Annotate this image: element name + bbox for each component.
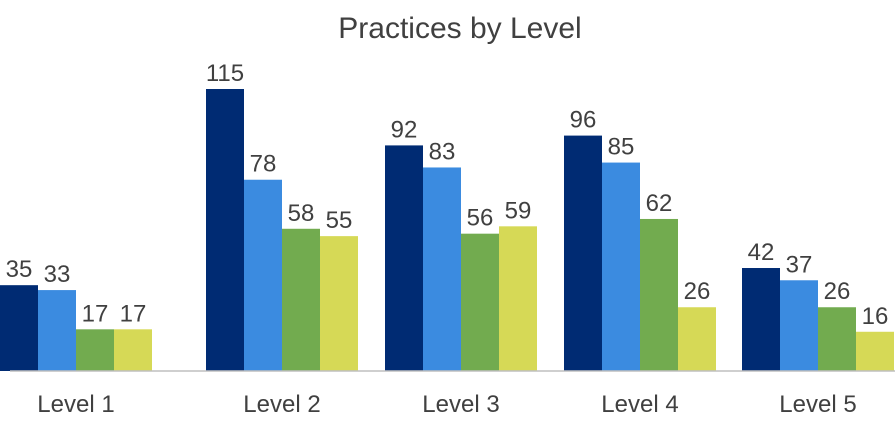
bar-level-1-series-1 bbox=[0, 285, 38, 371]
x-tick-label-level-4: Level 4 bbox=[601, 391, 678, 418]
data-labels-layer: 35 33 17 17 115 78 58 55 92 83 56 59 96 85 62 26 42 37 26 1… bbox=[6, 60, 889, 330]
bar-level-5-series-3 bbox=[818, 307, 856, 371]
data-label-level-2-series-3: 58 bbox=[288, 200, 315, 227]
bar-level-5-series-2 bbox=[780, 280, 818, 371]
data-label-level-4-series-2: 85 bbox=[608, 134, 635, 161]
data-label-level-3-series-4: 59 bbox=[505, 197, 532, 224]
chart-title: Practices by Level bbox=[338, 12, 581, 45]
data-label-level-2-series-2: 78 bbox=[250, 151, 277, 178]
data-label-level-3-series-1: 92 bbox=[391, 116, 418, 143]
bar-level-1-series-4 bbox=[114, 329, 152, 371]
bar-level-1-series-2 bbox=[38, 290, 76, 371]
data-label-level-1-series-2: 33 bbox=[44, 261, 71, 288]
data-label-level-3-series-3: 56 bbox=[467, 205, 494, 232]
data-label-level-5-series-4: 16 bbox=[862, 303, 889, 330]
data-label-level-1-series-3: 17 bbox=[82, 300, 109, 327]
bar-level-2-series-4 bbox=[320, 236, 358, 371]
data-label-level-4-series-3: 62 bbox=[646, 190, 673, 217]
data-label-level-5-series-2: 37 bbox=[786, 251, 813, 278]
data-label-level-2-series-1: 115 bbox=[206, 60, 244, 87]
bar-level-2-series-2 bbox=[244, 179, 282, 371]
data-label-level-5-series-3: 26 bbox=[824, 278, 851, 305]
data-label-level-1-series-1: 35 bbox=[6, 256, 33, 283]
data-label-level-4-series-4: 26 bbox=[684, 278, 711, 305]
data-label-level-2-series-4: 55 bbox=[326, 207, 353, 234]
bar-level-5-series-4 bbox=[856, 331, 894, 371]
data-label-level-4-series-1: 96 bbox=[570, 107, 597, 134]
bar-level-2-series-1 bbox=[206, 89, 244, 371]
data-label-level-5-series-1: 42 bbox=[748, 239, 775, 266]
bar-level-3-series-4 bbox=[499, 226, 537, 371]
bar-level-1-series-3 bbox=[76, 329, 114, 371]
bar-level-4-series-3 bbox=[640, 218, 678, 371]
x-tick-labels-layer: Level 1 Level 2 Level 3 Level 4 Level 5 bbox=[37, 391, 856, 418]
bar-level-2-series-3 bbox=[282, 228, 320, 371]
bars-layer bbox=[0, 89, 894, 371]
bar-level-4-series-4 bbox=[678, 307, 716, 371]
x-tick-label-level-1: Level 1 bbox=[37, 391, 114, 418]
bar-level-4-series-2 bbox=[602, 162, 640, 371]
bar-level-3-series-1 bbox=[385, 145, 423, 371]
bar-level-4-series-1 bbox=[564, 135, 602, 371]
x-tick-label-level-2: Level 2 bbox=[243, 391, 320, 418]
bar-level-5-series-1 bbox=[742, 268, 780, 371]
bar-level-3-series-3 bbox=[461, 233, 499, 371]
x-tick-label-level-3: Level 3 bbox=[422, 391, 499, 418]
bar-level-3-series-2 bbox=[423, 167, 461, 371]
data-label-level-3-series-2: 83 bbox=[429, 138, 456, 165]
x-tick-label-level-5: Level 5 bbox=[779, 391, 856, 418]
data-label-level-1-series-4: 17 bbox=[120, 300, 147, 327]
